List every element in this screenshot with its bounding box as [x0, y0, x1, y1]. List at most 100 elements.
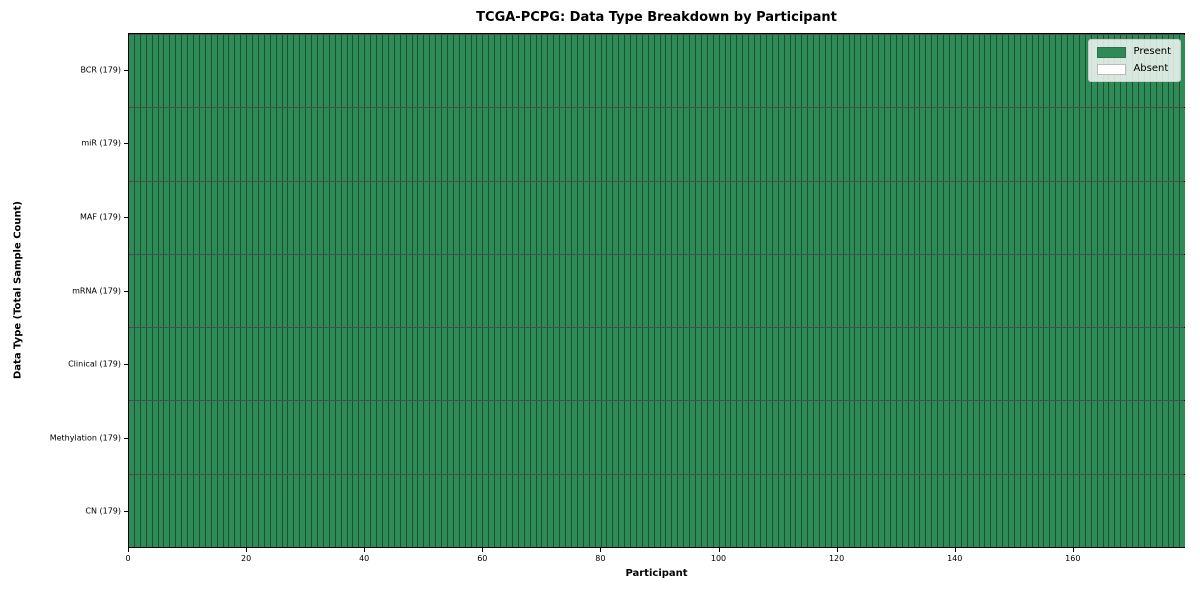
heatmap-cell: [867, 401, 874, 474]
heatmap-cell: [530, 35, 537, 108]
heatmap-cell: [536, 254, 543, 328]
heatmap-cell: [258, 108, 265, 181]
heatmap-cell: [814, 474, 821, 547]
heatmap-cell: [447, 35, 454, 108]
heatmap-cell: [1133, 328, 1139, 401]
heatmap-cell: [985, 108, 992, 181]
heatmap-cell: [353, 328, 360, 401]
heatmap-cell: [312, 254, 318, 328]
heatmap-cell: [1174, 254, 1181, 328]
heatmap-cell: [743, 401, 750, 474]
heatmap-cell: [152, 181, 159, 254]
heatmap-cell: [560, 254, 567, 328]
heatmap-cell: [341, 108, 348, 181]
heatmap-cell: [973, 181, 980, 254]
heatmap-cell: [536, 181, 543, 254]
heatmap-cell: [530, 254, 537, 328]
heatmap-cell: [932, 328, 939, 401]
heatmap-cell: [944, 108, 950, 181]
heatmap-cell: [353, 108, 360, 181]
heatmap-cell: [778, 35, 785, 108]
heatmap-cell: [1121, 108, 1128, 181]
heatmap-cell: [294, 474, 301, 547]
heatmap-cell: [1127, 401, 1134, 474]
heatmap-cell: [849, 35, 856, 108]
heatmap-cell: [318, 108, 324, 181]
heatmap-cell: [932, 108, 939, 181]
heatmap-cell: [607, 108, 614, 181]
heatmap-cell: [825, 108, 832, 181]
heatmap-cell: [258, 328, 265, 401]
heatmap-cell: [182, 254, 189, 328]
heatmap-cell: [778, 401, 785, 474]
heatmap-cell: [542, 328, 549, 401]
heatmap-cell: [182, 328, 189, 401]
heatmap-cell: [400, 254, 407, 328]
heatmap-cell: [707, 474, 714, 547]
heatmap-cell: [1133, 108, 1139, 181]
heatmap-cell: [831, 401, 838, 474]
heatmap-cell: [300, 401, 307, 474]
heatmap-cell: [831, 328, 838, 401]
heatmap-cell: [1162, 181, 1169, 254]
heatmap-cell: [648, 181, 655, 254]
heatmap-cell: [430, 254, 437, 328]
heatmap-cell: [583, 474, 590, 547]
heatmap-cell: [182, 401, 189, 474]
heatmap-cell: [205, 328, 212, 401]
heatmap-cell: [276, 35, 283, 108]
heatmap-cell: [1062, 254, 1069, 328]
heatmap-cell: [412, 474, 419, 547]
plot-area: Present Absent: [128, 33, 1186, 548]
heatmap-cell: [631, 181, 637, 254]
x-tick-label: 0: [125, 554, 131, 563]
heatmap-cell: [1138, 108, 1145, 181]
heatmap-cell: [241, 181, 248, 254]
heatmap-cell: [554, 254, 561, 328]
heatmap-cell: [808, 254, 815, 328]
heatmap-cell: [518, 181, 525, 254]
heatmap-cell: [323, 474, 330, 547]
heatmap-cell: [1020, 181, 1027, 254]
heatmap-cell: [229, 254, 236, 328]
heatmap-cell: [1038, 328, 1045, 401]
heatmap-cell: [944, 474, 950, 547]
heatmap-row-bcr: [129, 34, 1186, 108]
heatmap-cell: [1062, 35, 1069, 108]
heatmap-cell: [1133, 181, 1139, 254]
heatmap-cell: [997, 108, 1004, 181]
heatmap-cell: [1050, 254, 1057, 328]
heatmap-cell: [967, 401, 974, 474]
heatmap-cell: [808, 181, 815, 254]
heatmap-cell: [784, 474, 791, 547]
heatmap-cell: [961, 35, 968, 108]
heatmap-cell: [666, 401, 673, 474]
heatmap-cell: [855, 35, 862, 108]
heatmap-cell: [949, 474, 956, 547]
heatmap-cell: [465, 181, 472, 254]
heatmap-cell: [459, 35, 466, 108]
heatmap-cell: [1174, 328, 1181, 401]
heatmap-cell: [920, 328, 927, 401]
heatmap-cell: [335, 328, 342, 401]
heatmap-cell: [1156, 108, 1163, 181]
heatmap-cell: [625, 254, 632, 328]
heatmap-cell: [636, 181, 643, 254]
heatmap-cell: [294, 254, 301, 328]
heatmap-cell: [371, 35, 378, 108]
heatmap-cell: [1009, 181, 1015, 254]
heatmap-cell: [241, 254, 248, 328]
heatmap-cell: [394, 108, 401, 181]
heatmap-cell: [406, 401, 413, 474]
heatmap-cell: [837, 328, 844, 401]
heatmap-cell: [530, 401, 537, 474]
heatmap-cell: [601, 181, 608, 254]
heatmap-cell: [1133, 401, 1139, 474]
heatmap-cell: [1115, 254, 1122, 328]
heatmap-cell: [371, 328, 378, 401]
heatmap-cell: [873, 254, 880, 328]
heatmap-cell: [341, 474, 348, 547]
heatmap-cell: [524, 401, 531, 474]
heatmap-cell: [382, 254, 389, 328]
heatmap-cell: [282, 328, 289, 401]
